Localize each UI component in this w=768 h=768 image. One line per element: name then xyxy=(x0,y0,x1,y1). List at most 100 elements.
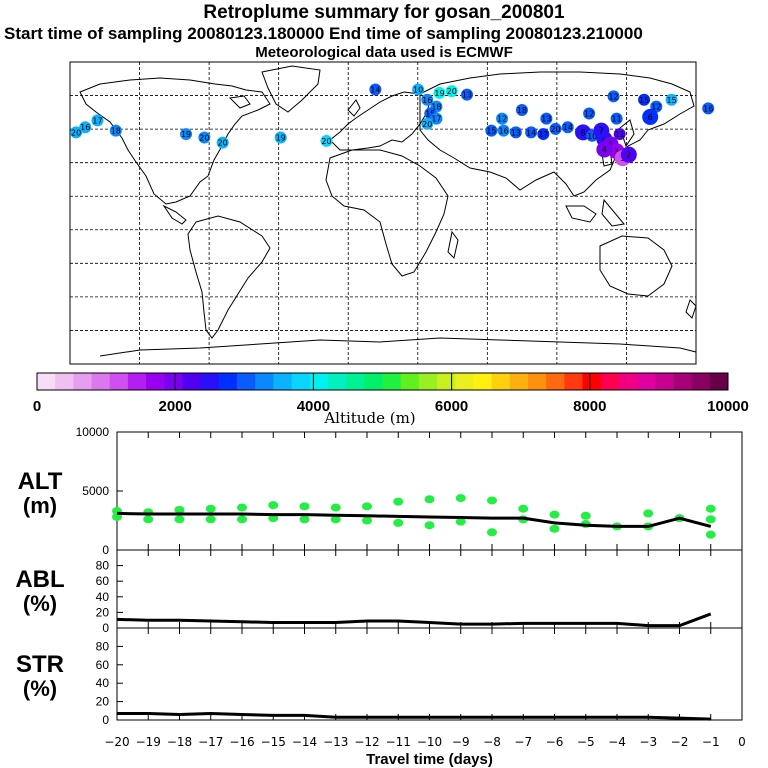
plume-marker-label: 20 xyxy=(218,139,228,148)
plume-marker-label: 4 xyxy=(602,146,607,155)
colorbar-swatch xyxy=(237,373,256,390)
plume-marker xyxy=(79,121,92,134)
colorbar-swatch xyxy=(691,373,711,390)
x-tick-label: −13 xyxy=(323,735,348,749)
colorbar-swatch xyxy=(164,373,183,390)
y-tick-label: 10000 xyxy=(76,425,110,439)
x-tick-label: −10 xyxy=(417,735,442,749)
plume-marker-label: 10 xyxy=(413,85,423,94)
x-tick-label: −3 xyxy=(639,735,657,749)
data-point xyxy=(705,515,716,524)
data-point xyxy=(330,515,341,524)
colorbar-swatch xyxy=(618,373,638,390)
plume-marker-label: 12 xyxy=(497,115,507,124)
y-tick-label: 0 xyxy=(102,713,109,727)
plume-marker xyxy=(496,112,509,125)
plume-marker-label: 13 xyxy=(511,128,521,137)
plume-marker-label: 20 xyxy=(447,87,457,96)
x-tick-label: −6 xyxy=(546,735,564,749)
colorbar-tick-labels: 0 2000 4000 6000 8000 10000 xyxy=(33,373,749,415)
colorbar-label: Altitude (m) xyxy=(323,409,415,427)
plume-marker xyxy=(613,128,626,141)
plume-marker xyxy=(109,124,122,137)
plume-marker-label: 16 xyxy=(499,127,509,136)
plume-marker-label: 20 xyxy=(550,125,560,134)
plume-marker xyxy=(583,107,596,120)
x-tick-label: −19 xyxy=(136,735,161,749)
plume-marker xyxy=(433,86,446,99)
x-tick-label: −15 xyxy=(261,735,286,749)
colorbar-swatch xyxy=(600,373,620,390)
plume-marker xyxy=(620,146,637,163)
colorbar-swatch xyxy=(291,373,311,390)
plume-marker-label: 14 xyxy=(526,128,536,137)
data-point xyxy=(455,494,466,503)
plume-marker xyxy=(561,121,574,134)
plume-marker-label: 11 xyxy=(612,115,622,124)
x-tick-label: −14 xyxy=(292,735,317,749)
time-series-panels: 1000050000ALT(m)806040200ABL(%)806040200… xyxy=(15,425,745,768)
data-point xyxy=(299,502,310,511)
plume-marker xyxy=(460,88,473,101)
plume-marker xyxy=(430,112,443,125)
plume-marker-label: 17 xyxy=(431,115,441,124)
plume-marker-label: 16 xyxy=(80,123,90,132)
colorbar-swatch xyxy=(255,373,274,390)
plume-marker xyxy=(596,141,613,158)
colorbar-swatch xyxy=(382,373,402,390)
plume-marker-label: 20 xyxy=(422,120,432,129)
data-point xyxy=(705,504,716,513)
y-tick-label: 20 xyxy=(96,605,110,619)
plume-marker xyxy=(485,124,498,137)
plume-marker-label: 15 xyxy=(639,96,649,105)
colorbar-swatch xyxy=(55,373,74,390)
data-point xyxy=(455,517,466,526)
colorbar-swatch xyxy=(327,373,347,390)
plume-marker xyxy=(525,126,538,139)
plume-marker-label: 12 xyxy=(651,103,661,112)
colorbar-swatch xyxy=(364,373,383,390)
chart-subtitle: Start time of sampling 20080123.180000 E… xyxy=(4,24,643,43)
x-tick-label: −1 xyxy=(702,735,720,749)
colorbar-swatch xyxy=(564,373,584,390)
plume-marker xyxy=(638,93,651,106)
plume-marker xyxy=(540,112,553,125)
y-axis-label-units: (%) xyxy=(23,676,57,701)
y-tick-label: 0 xyxy=(102,621,109,635)
met-data-line: Meteorological data used is ECMWF xyxy=(255,44,513,61)
colorbar-tick-label: 10000 xyxy=(707,398,749,415)
plume-marker-label: 19 xyxy=(276,134,286,143)
plume-marker xyxy=(216,136,229,149)
plume-marker-label: 17 xyxy=(538,130,548,139)
plume-marker-label: 20 xyxy=(71,128,81,137)
panel-alt: 10000 5000 0 ALT(m) xyxy=(18,425,743,557)
data-point xyxy=(237,515,247,524)
x-tick-label: 0 xyxy=(738,735,746,749)
x-tick-label: −2 xyxy=(671,735,689,749)
y-tick-label: 60 xyxy=(96,658,110,672)
data-point xyxy=(268,514,279,523)
y-axis-label: ALT xyxy=(18,468,63,495)
plume-marker-label: 10 xyxy=(587,132,597,141)
plume-marker-label: 20 xyxy=(321,137,331,146)
colorbar-swatch xyxy=(127,373,147,390)
colorbar-swatch xyxy=(37,373,56,390)
data-point xyxy=(549,524,560,533)
x-tick-label: −18 xyxy=(167,735,192,749)
plume-marker-label: 16 xyxy=(703,104,713,113)
data-point xyxy=(424,521,435,530)
y-tick-label: 80 xyxy=(96,559,110,573)
colorbar-swatch xyxy=(673,373,693,390)
plume-marker xyxy=(537,128,550,141)
plume-marker xyxy=(607,90,620,103)
plume-marker xyxy=(180,128,193,141)
y-tick-label: 60 xyxy=(96,574,110,588)
colorbar-tick-label: 2000 xyxy=(159,398,192,415)
x-tick-label: −11 xyxy=(386,735,411,749)
plume-marker xyxy=(198,131,211,144)
x-tick-label: −9 xyxy=(452,735,470,749)
plume-marker xyxy=(665,93,678,106)
